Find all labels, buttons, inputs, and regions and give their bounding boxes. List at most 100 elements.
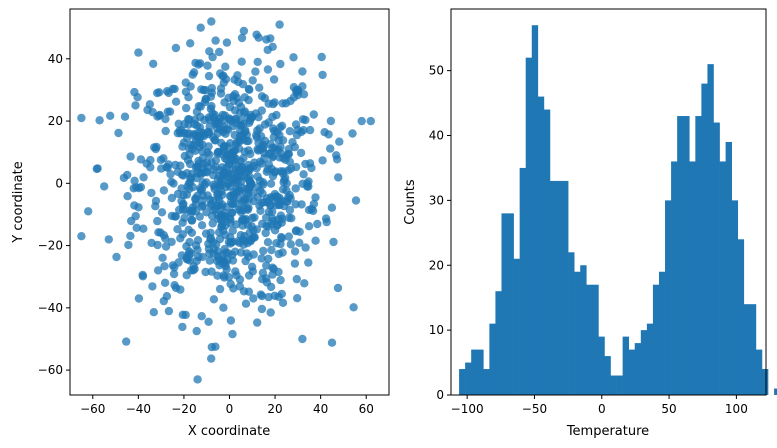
scatter-point bbox=[211, 136, 220, 145]
scatter-point bbox=[126, 231, 135, 241]
scatter-point bbox=[236, 177, 246, 186]
scatter-point bbox=[173, 167, 182, 176]
scatter-point bbox=[84, 207, 93, 216]
scatter-point bbox=[195, 127, 205, 137]
scatter-x-label: X coordinate bbox=[188, 424, 270, 439]
scatter-point bbox=[207, 17, 216, 26]
scatter-point bbox=[221, 258, 230, 268]
scatter-point bbox=[251, 67, 260, 76]
scatter-point bbox=[161, 242, 171, 251]
scatter-point bbox=[284, 166, 293, 175]
histogram-bar bbox=[743, 304, 751, 395]
scatter-point bbox=[268, 143, 277, 153]
scatter-point bbox=[182, 103, 191, 113]
scatter-point bbox=[263, 238, 273, 247]
scatter-point bbox=[77, 232, 86, 241]
scatter-point bbox=[112, 252, 121, 262]
scatter-point bbox=[206, 228, 215, 237]
scatter-point bbox=[220, 273, 229, 282]
scatter-point bbox=[263, 197, 272, 207]
scatter-point bbox=[234, 205, 243, 214]
scatter-point bbox=[292, 130, 302, 140]
scatter-point bbox=[277, 232, 286, 242]
scatter-point bbox=[290, 247, 300, 256]
scatter-point bbox=[122, 337, 131, 346]
scatter-point bbox=[185, 150, 194, 159]
scatter-point bbox=[278, 99, 287, 108]
scatter-point bbox=[177, 126, 186, 135]
y-tick-label: −60 bbox=[38, 363, 63, 377]
scatter-point bbox=[244, 146, 253, 155]
scatter-point bbox=[248, 76, 257, 85]
scatter-point bbox=[176, 234, 185, 243]
scatter-point bbox=[279, 178, 288, 187]
scatter-point bbox=[126, 152, 135, 161]
scatter-point bbox=[203, 61, 212, 70]
scatter-point bbox=[159, 154, 168, 163]
scatter-point bbox=[194, 102, 203, 111]
scatter-point bbox=[277, 121, 287, 130]
scatter-point bbox=[258, 178, 268, 187]
scatter-point bbox=[332, 155, 342, 164]
histogram-bar bbox=[477, 349, 484, 395]
scatter-point bbox=[318, 70, 327, 80]
scatter-point bbox=[366, 116, 375, 126]
histogram-bar bbox=[640, 330, 648, 395]
scatter-point bbox=[202, 158, 212, 167]
scatter-point bbox=[258, 189, 267, 198]
histogram-bar bbox=[489, 323, 496, 395]
scatter-point bbox=[348, 129, 357, 138]
scatter-point bbox=[130, 176, 139, 185]
histogram-bar bbox=[604, 356, 611, 395]
scatter-point bbox=[186, 82, 195, 91]
scatter-point bbox=[147, 188, 156, 198]
scatter-point bbox=[250, 233, 259, 242]
histogram-bar bbox=[628, 349, 636, 395]
scatter-point bbox=[92, 164, 102, 174]
scatter-point bbox=[259, 246, 268, 256]
histogram-bar bbox=[658, 271, 666, 395]
scatter-point bbox=[159, 231, 169, 240]
scatter-point bbox=[253, 57, 262, 67]
histogram-bar bbox=[616, 375, 623, 395]
scatter-point bbox=[168, 261, 178, 270]
scatter-point bbox=[255, 201, 264, 210]
scatter-point bbox=[197, 312, 206, 321]
scatter-point bbox=[198, 147, 207, 156]
y-tick-label: 40 bbox=[429, 129, 444, 143]
scatter-point bbox=[275, 200, 284, 210]
scatter-point bbox=[304, 222, 314, 231]
scatter-point bbox=[291, 184, 300, 193]
scatter-point bbox=[266, 308, 275, 317]
scatter-point bbox=[215, 47, 224, 57]
scatter-point bbox=[197, 221, 207, 230]
scatter-point bbox=[187, 215, 197, 225]
scatter-point bbox=[257, 92, 267, 101]
scatter-point bbox=[212, 240, 221, 249]
scatter-point bbox=[237, 33, 247, 43]
scatter-point bbox=[277, 214, 287, 224]
scatter-point bbox=[169, 269, 179, 279]
scatter-point bbox=[168, 84, 177, 94]
scatter-point bbox=[270, 192, 280, 201]
y-tick-label: −20 bbox=[38, 239, 63, 253]
histogram-bar bbox=[562, 180, 569, 395]
scatter-point bbox=[333, 283, 343, 293]
scatter-point bbox=[290, 259, 300, 268]
scatter-point bbox=[193, 162, 202, 171]
scatter-point bbox=[160, 278, 170, 287]
scatter-point bbox=[164, 160, 173, 169]
scatter-point bbox=[189, 119, 199, 129]
scatter-point bbox=[207, 267, 216, 276]
scatter-point bbox=[241, 256, 250, 266]
y-tick-label: 0 bbox=[55, 176, 63, 190]
scatter-point bbox=[171, 43, 181, 53]
histogram-bar bbox=[665, 200, 672, 395]
scatter-point bbox=[136, 155, 146, 164]
scatter-point bbox=[206, 104, 215, 114]
scatter-point bbox=[106, 111, 115, 121]
histogram-panel: −100 −50 0 50 100 0 10 20 30 40 50 Temperature Co… bbox=[403, 8, 777, 439]
scatter-point bbox=[183, 182, 192, 191]
scatter-point bbox=[159, 296, 168, 306]
x-tick-label: 0 bbox=[226, 402, 234, 416]
